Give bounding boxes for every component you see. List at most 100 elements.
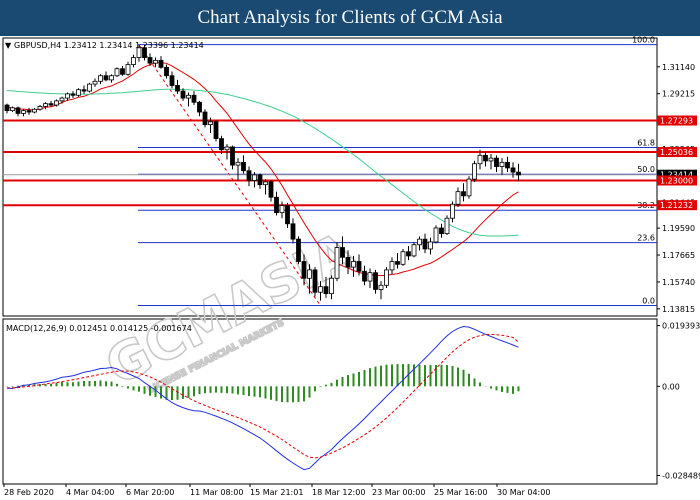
candle-52	[290, 218, 296, 244]
candle-61	[340, 236, 345, 265]
fib-trend-line	[138, 44, 321, 306]
candle-59	[329, 275, 334, 300]
candle-9	[54, 99, 59, 107]
support-resistance-levels	[3, 119, 657, 207]
candle-48	[268, 180, 274, 202]
candle-71	[395, 253, 400, 269]
candle-body	[400, 251, 406, 265]
candle-64	[356, 254, 362, 276]
candle-body	[169, 75, 175, 86]
candle-5	[32, 107, 37, 114]
candle-body	[411, 244, 417, 257]
candle-body	[499, 161, 505, 167]
candle-body	[59, 97, 65, 102]
macd-tick-label-0: 0.019393	[662, 322, 700, 331]
candle-75	[417, 236, 422, 251]
candle-body	[356, 261, 362, 272]
candle-body	[340, 247, 345, 258]
candle-63	[351, 255, 356, 277]
candle-body	[450, 203, 455, 219]
candle-41	[230, 145, 235, 170]
candle-88	[488, 153, 494, 170]
price-box-label-2: 1.23414	[660, 171, 693, 180]
symbol-info: GBPUSD,H4 1.23412 1.23414 1.23396 1.2341…	[14, 41, 204, 50]
candle-45	[252, 172, 257, 188]
candle-body	[158, 59, 164, 68]
candle-body	[15, 107, 21, 114]
time-tick-label-5: 18 Mar 12:00	[312, 488, 365, 497]
time-tick-label-8: 30 Mar 04:00	[497, 488, 550, 497]
candle-body	[439, 227, 444, 234]
candle-body	[219, 138, 224, 151]
candle-body	[37, 106, 43, 110]
candle-27	[153, 57, 158, 68]
candle-body	[461, 191, 466, 197]
candle-body	[136, 47, 142, 58]
price-tick-label-6: 1.15740	[662, 278, 695, 287]
candle-24	[136, 44, 142, 62]
candle-body	[406, 251, 411, 257]
candle-31	[175, 79, 180, 94]
candle-body	[417, 238, 422, 246]
candle-body	[510, 167, 516, 173]
macd-signal-line	[7, 333, 519, 459]
candle-89	[494, 155, 499, 173]
candle-body	[505, 161, 510, 169]
candlesticks	[4, 44, 521, 301]
candle-body	[153, 59, 158, 64]
candle-87	[483, 152, 488, 167]
candle-80	[444, 215, 450, 235]
candle-43	[241, 155, 246, 174]
candle-69	[384, 267, 389, 289]
moving-average-1	[6, 88, 519, 237]
price-box-0	[657, 115, 697, 126]
candle-body	[290, 223, 296, 240]
candle-body	[70, 93, 76, 96]
candle-body	[477, 154, 483, 165]
time-tick-label-1: 4 Mar 04:00	[66, 488, 114, 497]
candle-58	[323, 276, 329, 298]
candle-20	[114, 67, 120, 78]
candle-16	[92, 78, 98, 87]
fib-label-1: 61.8	[637, 139, 655, 148]
price-box-2	[657, 169, 697, 180]
candle-30	[169, 71, 175, 89]
candle-11	[65, 92, 70, 101]
candle-body	[516, 171, 521, 176]
candle-body	[362, 270, 367, 282]
candle-91	[505, 156, 510, 173]
candle-2	[15, 106, 21, 117]
candle-body	[279, 205, 285, 214]
candle-body	[296, 238, 301, 262]
candle-73	[406, 246, 411, 261]
symbol-menu-icon: ▼	[5, 41, 12, 50]
candle-90	[499, 158, 505, 175]
candle-21	[120, 65, 125, 76]
time-axis: 28 Feb 2020 4 Mar 04:00 6 Mar 20:00 11 Mar …	[3, 484, 550, 497]
candle-12	[70, 91, 76, 99]
candle-body	[10, 107, 15, 112]
candle-1	[10, 106, 15, 113]
candle-body	[389, 261, 395, 271]
candle-body	[43, 103, 48, 107]
candle-body	[351, 261, 356, 268]
candle-body	[263, 181, 268, 186]
candle-body	[230, 146, 235, 166]
candle-42	[235, 158, 241, 181]
candle-body	[32, 108, 37, 113]
price-box-label-4: 1.21232	[660, 201, 693, 210]
candle-body	[395, 261, 400, 265]
candle-77	[428, 237, 433, 255]
price-axis: 1.311401.292151.252651.214451.195901.176…	[657, 63, 697, 314]
candle-29	[164, 64, 169, 79]
candle-38	[213, 120, 219, 142]
candle-body	[87, 83, 92, 92]
candle-60	[334, 241, 340, 282]
candle-36	[202, 109, 208, 128]
candle-body	[384, 269, 389, 286]
candle-body	[488, 157, 494, 162]
candle-85	[472, 160, 477, 182]
candle-body	[48, 103, 54, 106]
macd-line	[6, 325, 519, 471]
candle-body	[252, 174, 257, 181]
